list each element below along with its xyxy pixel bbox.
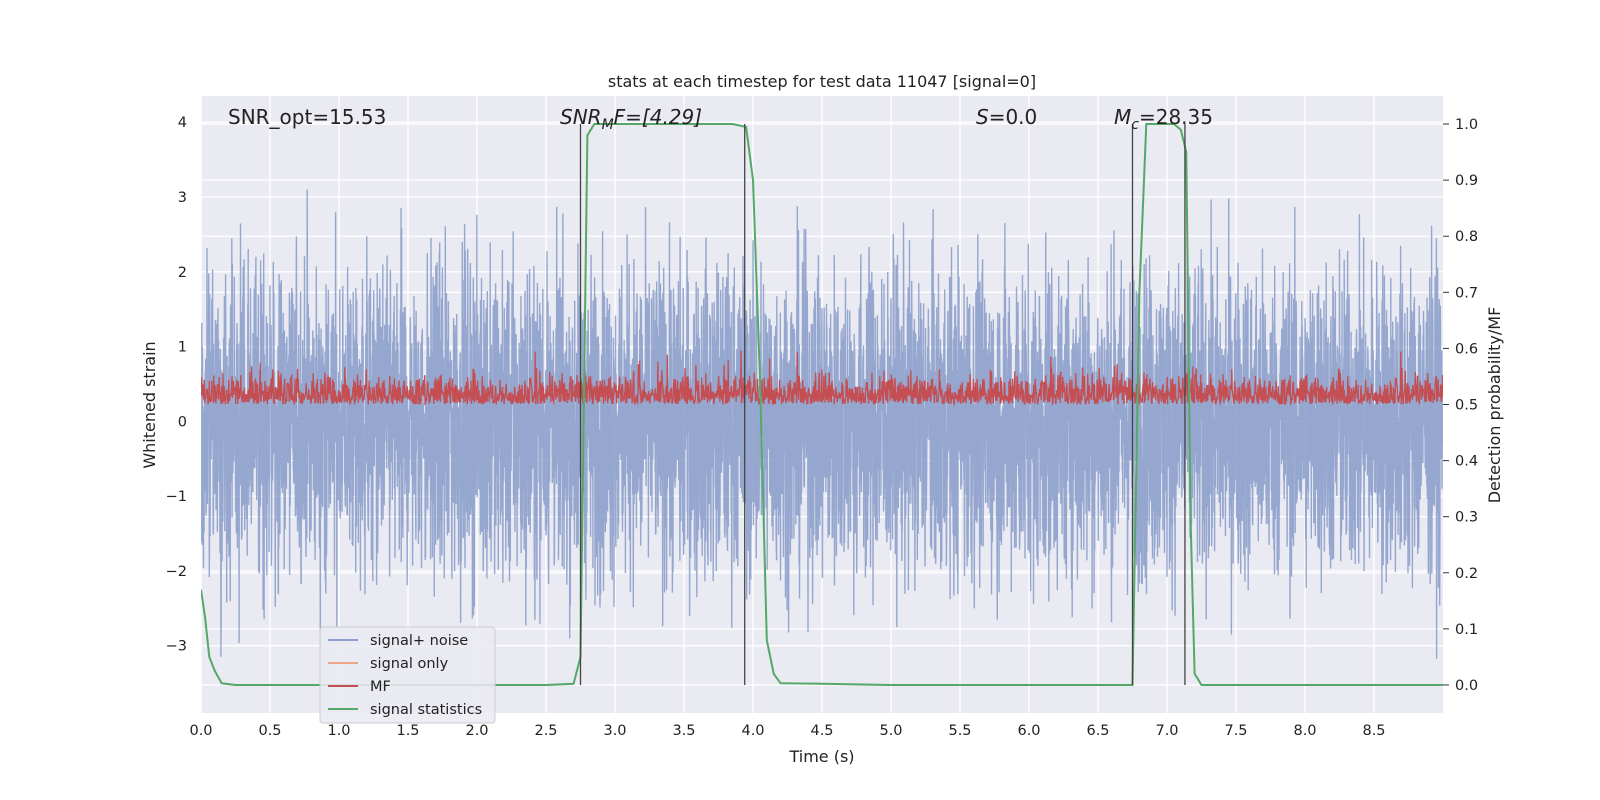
y-tick-label: 4 [178, 115, 187, 131]
x-tick-label: 4.5 [810, 723, 833, 739]
x-tick-label: 7.5 [1224, 723, 1247, 739]
x-tick-label: 5.0 [879, 723, 902, 739]
x-tick-label: 0.5 [258, 723, 281, 739]
x-tick-label: 2.5 [534, 723, 557, 739]
y-right-tick-label: 0.8 [1455, 229, 1478, 245]
x-axis-ticks: 0.0 0.5 1.0 1.5 2.0 2.5 3.0 3.5 4.0 4.5 5.0 5.5 6.0 6… [189, 723, 1385, 739]
x-tick-label: 1.5 [396, 723, 419, 739]
annotation-snr-mf-main: SNR [560, 105, 602, 129]
mf-series [201, 350, 1443, 407]
y-right-tick-label: 0.9 [1455, 173, 1478, 189]
x-tick-label: 7.0 [1155, 723, 1178, 739]
annotation-mc-main: M [1114, 105, 1131, 129]
y-right-tick-label: 0.7 [1455, 285, 1478, 301]
x-axis-label: Time (s) [788, 747, 854, 766]
annotation-s-main: S [976, 105, 989, 129]
legend-box [319, 626, 496, 724]
annotation-mc-sub: c [1131, 117, 1139, 133]
y-right-tick-label: 0.1 [1455, 622, 1478, 638]
x-tick-label: 6.0 [1017, 723, 1040, 739]
y-tick-label: −2 [166, 564, 187, 580]
annotation-snr-mf-rest: F=[4.29] [614, 105, 702, 129]
annotation-snr-opt: SNR_opt=15.53 [228, 105, 386, 129]
y-axis-label: Whitened strain [140, 341, 159, 468]
x-tick-label: 4.0 [741, 723, 764, 739]
x-tick-label: 0.0 [189, 723, 212, 739]
y-right-tick-label: 0.4 [1455, 454, 1478, 470]
legend-label-mf: MF [370, 679, 391, 695]
mf-line [201, 350, 1443, 407]
signal-noise-line [201, 189, 1443, 659]
y-tick-label: 1 [178, 340, 187, 356]
legend: signal+ noise signal only MF signal stat… [319, 626, 496, 724]
y-right-tick-label: 0.0 [1455, 678, 1478, 694]
y-right-tick-label: 0.5 [1455, 398, 1478, 414]
y-right-axis-ticks: 0.0 0.1 0.2 0.3 0.4 0.5 0.6 0.7 0.8 0.9 1.0 [1443, 117, 1478, 694]
legend-label-signal-statistics: signal statistics [370, 702, 482, 718]
signal-noise-series [201, 189, 1443, 659]
y-tick-label: 2 [178, 265, 187, 281]
x-tick-label: 3.5 [672, 723, 695, 739]
y-tick-label: −3 [166, 639, 187, 655]
legend-label-signal-noise: signal+ noise [370, 633, 468, 649]
y-tick-label: 0 [178, 414, 187, 430]
y-right-tick-label: 0.6 [1455, 341, 1478, 357]
annotation-s: S=0.0 [976, 105, 1037, 129]
y-right-tick-label: 0.2 [1455, 566, 1478, 582]
y-right-tick-label: 0.3 [1455, 510, 1478, 526]
y-right-axis-label: Detection probability/MF [1485, 307, 1504, 504]
y-tick-label: −1 [166, 489, 187, 505]
x-tick-label: 1.0 [327, 723, 350, 739]
vertical-markers [579, 124, 1186, 685]
annotation-snr-mf-sub: M [602, 117, 614, 133]
y-tick-label: 3 [178, 190, 187, 206]
chart-title: stats at each timestep for test data 110… [608, 72, 1036, 91]
x-tick-label: 8.5 [1362, 723, 1385, 739]
signal-statistics-series [201, 123, 1443, 686]
annotation-mc: Mc=28.35 [1114, 105, 1213, 133]
y-axis-ticks: −3 −2 −1 0 1 2 3 4 [166, 115, 187, 655]
x-tick-label: 5.5 [948, 723, 971, 739]
annotation-mc-rest: =28.35 [1139, 105, 1213, 129]
y-right-tick-label: 1.0 [1455, 117, 1478, 133]
x-tick-label: 6.5 [1086, 723, 1109, 739]
legend-label-signal-only: signal only [370, 656, 449, 672]
x-tick-label: 8.0 [1293, 723, 1316, 739]
signal-statistics-line [201, 123, 1443, 686]
annotation-s-rest: =0.0 [989, 105, 1038, 129]
x-tick-label: 3.0 [603, 723, 626, 739]
annotation-snr-mf: SNRMF=[4.29] [560, 105, 702, 133]
x-tick-label: 2.0 [465, 723, 488, 739]
